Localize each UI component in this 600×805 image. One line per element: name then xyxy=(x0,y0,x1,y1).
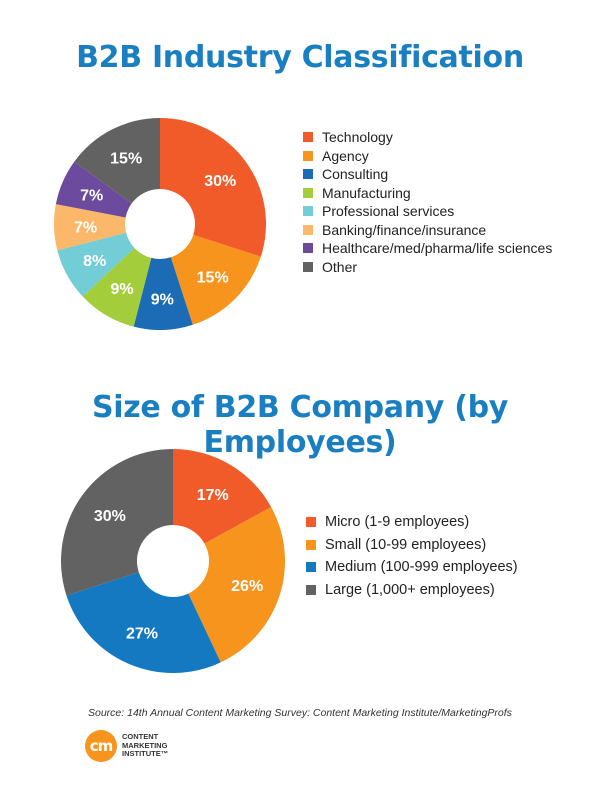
cmi-logo-line: CONTENT xyxy=(122,732,159,742)
company-size-legend-swatch xyxy=(306,539,316,550)
company-size-slice xyxy=(66,572,221,673)
industry-legend: Technology Agency Consulting Manufacturing P… xyxy=(303,128,552,276)
industry-legend-label: Agency xyxy=(322,147,369,164)
industry-legend-swatch xyxy=(303,206,313,217)
company-size-legend-item: Medium (100-999 employees) xyxy=(306,556,518,579)
industry-slice-label: 30% xyxy=(204,173,236,190)
industry-slice-label: 9% xyxy=(151,291,174,308)
industry-legend-item: Consulting xyxy=(303,165,552,184)
industry-legend-label: Consulting xyxy=(322,166,389,183)
industry-legend-swatch xyxy=(303,224,313,235)
company-size-legend-label: Small (10-99 employees) xyxy=(325,536,487,553)
industry-legend-item: Manufacturing xyxy=(303,184,552,203)
company-size-legend-item: Micro (1-9 employees) xyxy=(306,511,518,534)
industry-slice xyxy=(57,232,135,297)
cmi-logo-line: MARKETING xyxy=(122,740,168,750)
industry-slice xyxy=(55,161,132,218)
industry-slice xyxy=(74,118,160,204)
industry-legend-item: Technology xyxy=(303,128,552,147)
industry-legend-label: Other xyxy=(322,258,358,275)
industry-legend-label: Technology xyxy=(322,129,393,146)
industry-slice-label: 8% xyxy=(83,253,106,270)
chart-title-company-size: Size of B2B Company (by Employees) xyxy=(91,390,509,460)
company-size-slice-label: 17% xyxy=(197,487,229,504)
cmi-logo-text: CONTENT MARKETING INSTITUTE™ xyxy=(122,733,168,759)
company-size-legend-label: Micro (1-9 employees) xyxy=(325,514,470,531)
company-size-slice xyxy=(173,449,272,544)
industry-legend-item: Banking/finance/insurance xyxy=(303,221,552,240)
cmi-logo-mark: cm xyxy=(85,730,117,762)
industry-legend-swatch xyxy=(303,169,313,180)
company-size-donut-chart: 17% 26% 27% 30% xyxy=(60,449,286,673)
industry-slice-label: 9% xyxy=(111,281,134,298)
company-size-legend-item: Large (1,000+ employees) xyxy=(306,579,518,602)
industry-legend-label: Professional services xyxy=(322,203,455,220)
company-size-slice xyxy=(188,507,286,663)
company-size-slice-label: 27% xyxy=(126,626,158,643)
industry-legend-label: Manufacturing xyxy=(322,184,411,201)
chart-title-industry: B2B Industry Classification xyxy=(76,40,524,75)
company-size-slice-label: 30% xyxy=(94,508,126,525)
industry-donut-chart: 30% 15% 9% 9% 8% 7% 7% 15% xyxy=(53,118,266,330)
industry-legend-swatch xyxy=(303,243,313,254)
cmi-logo: cm CONTENT MARKETING INSTITUTE™ xyxy=(85,730,168,762)
company-size-slice-label: 26% xyxy=(231,578,263,595)
cmi-logo-line: INSTITUTE™ xyxy=(122,749,169,759)
industry-slice xyxy=(170,234,261,325)
industry-legend-label: Healthcare/med/pharma/life sciences xyxy=(322,240,553,257)
industry-slice xyxy=(82,247,152,327)
industry-legend-item: Agency xyxy=(303,147,552,166)
company-size-legend-item: Small (10-99 employees) xyxy=(306,534,518,557)
industry-slice-label: 7% xyxy=(74,219,97,236)
industry-slice-label: 15% xyxy=(197,270,229,287)
industry-legend-item: Other xyxy=(303,258,552,277)
industry-slice xyxy=(53,204,127,251)
industry-legend-label: Banking/finance/insurance xyxy=(322,221,487,238)
industry-legend-swatch xyxy=(303,187,313,198)
industry-legend-swatch xyxy=(303,150,313,161)
company-size-slice xyxy=(60,449,173,596)
company-size-legend-swatch xyxy=(306,562,316,573)
industry-slice xyxy=(160,118,266,257)
company-size-legend: Micro (1-9 employees) Small (10-99 employ… xyxy=(306,511,518,601)
industry-slice xyxy=(133,257,193,330)
company-size-legend-label: Large (1,000+ employees) xyxy=(325,581,495,598)
industry-slice-label: 15% xyxy=(110,151,142,168)
industry-legend-item: Professional services xyxy=(303,202,552,221)
company-size-legend-swatch xyxy=(306,517,316,528)
industry-legend-item: Healthcare/med/pharma/life sciences xyxy=(303,239,552,258)
industry-legend-swatch xyxy=(303,132,313,143)
industry-slice-label: 7% xyxy=(80,187,103,204)
company-size-legend-swatch xyxy=(306,584,316,595)
source-note: Source: 14th Annual Content Marketing Su… xyxy=(88,707,512,719)
industry-legend-swatch xyxy=(303,261,313,272)
company-size-legend-label: Medium (100-999 employees) xyxy=(325,559,518,576)
